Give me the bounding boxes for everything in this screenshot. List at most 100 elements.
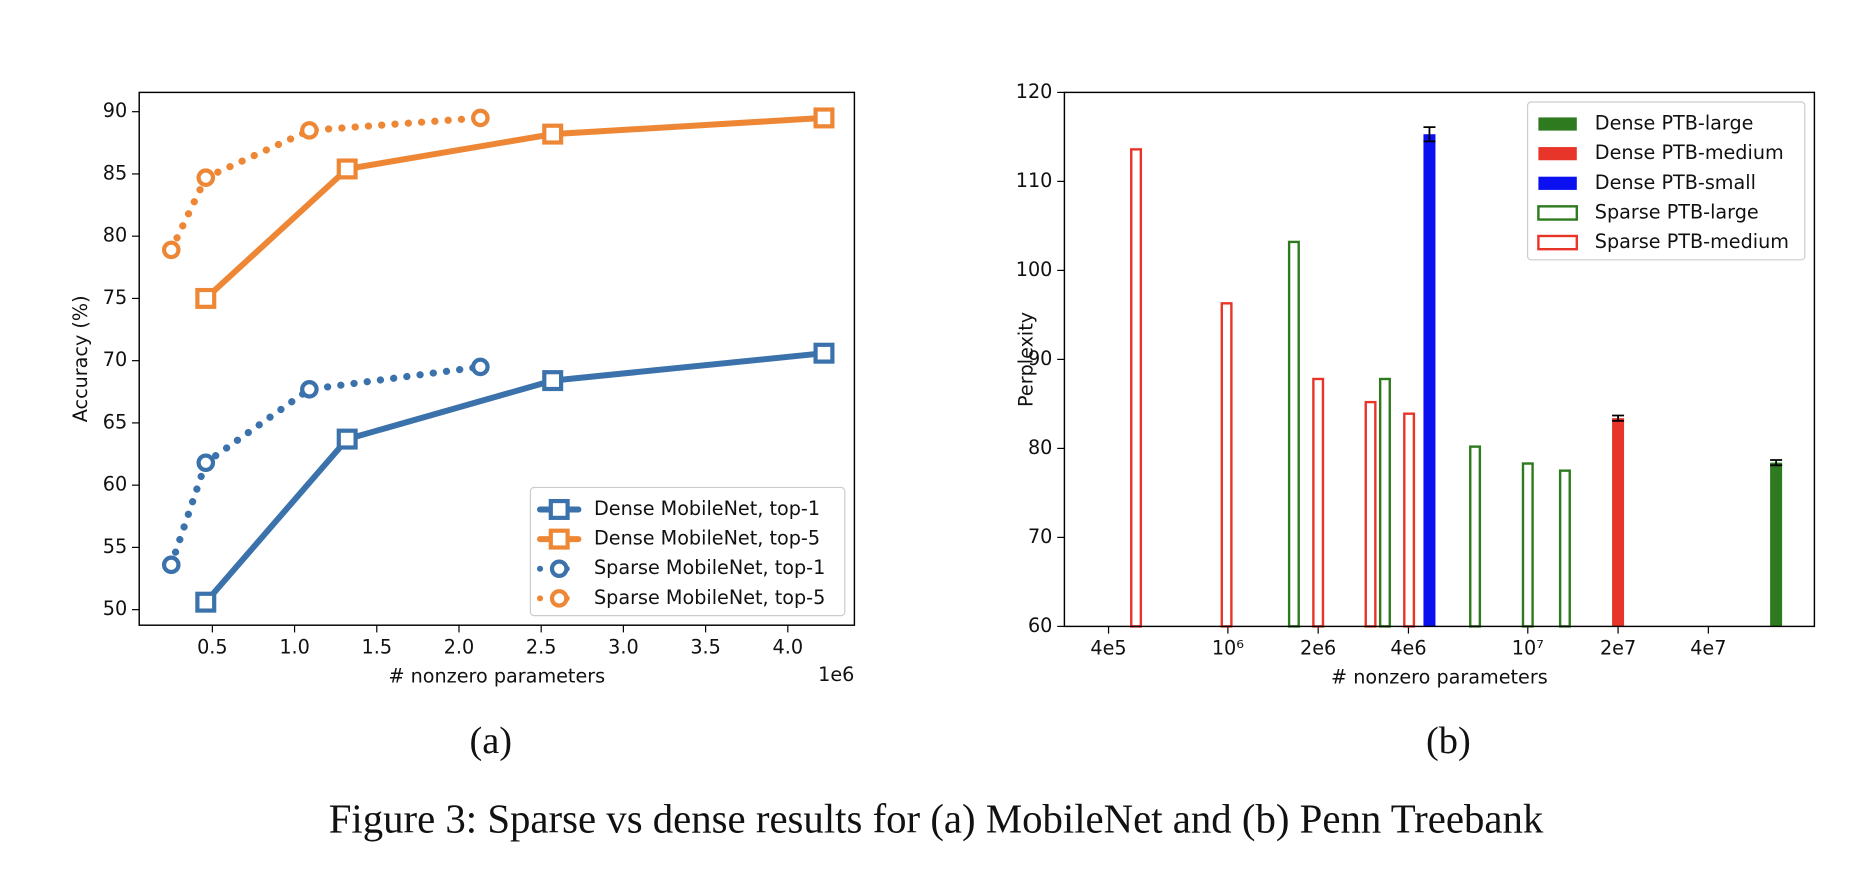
y-tick-label: 110 <box>1016 169 1053 192</box>
x-tick-label: 4e6 <box>1390 637 1426 660</box>
bar <box>1612 418 1625 627</box>
legend-label: Dense MobileNet, top-5 <box>594 527 820 550</box>
legend-box <box>1527 101 1806 261</box>
x-tick-label: 2e6 <box>1300 637 1336 660</box>
y-tick-label: 90 <box>1028 347 1052 370</box>
x-tick-label: 2.0 <box>444 636 475 659</box>
y-tick-label: 80 <box>103 224 127 247</box>
y-tick-label: 60 <box>1028 614 1052 637</box>
marker <box>471 108 490 128</box>
marker <box>196 168 216 187</box>
legend-swatch <box>1537 205 1578 221</box>
bar <box>1312 377 1325 628</box>
chart: 50 55 60 65 70 75 80 85 90 0.5 1.0 1.5 2.0 2.5 3.0 3.5 4… <box>69 91 856 762</box>
bar <box>1220 302 1233 628</box>
x-tick-label: 10⁶ <box>1212 637 1244 660</box>
x-tick-label: 2e7 <box>1600 637 1636 660</box>
bar <box>1770 462 1783 627</box>
y-tick-label: 65 <box>103 410 127 433</box>
marker <box>161 555 181 575</box>
bar <box>1521 462 1534 628</box>
x-tick-label: 3.0 <box>608 636 639 659</box>
legend-swatch <box>1538 176 1577 190</box>
legend-label: Dense MobileNet, top-1 <box>594 497 820 520</box>
marker <box>161 240 181 260</box>
legend-label: Dense PTB-large <box>1595 112 1754 135</box>
error-bar <box>1770 459 1783 467</box>
legend-label: Sparse PTB-medium <box>1595 230 1789 253</box>
y-tick-label: 50 <box>103 597 127 620</box>
subcaption: (a) <box>469 720 512 762</box>
x-tick-label: 1.0 <box>279 636 310 659</box>
subcaption: (b) <box>1426 720 1471 762</box>
y-tick-label: 55 <box>103 535 127 558</box>
legend-label: Dense PTB-medium <box>1595 141 1784 164</box>
x-offset-label: 1e6 <box>818 663 854 686</box>
x-axis-label: # nonzero parameters <box>1331 666 1548 689</box>
marker <box>548 528 570 550</box>
y-tick-label: 75 <box>103 286 127 309</box>
x-tick-label: 3.5 <box>690 636 721 659</box>
y-tick-label: 70 <box>103 348 127 371</box>
y-axis-label: Perplexity <box>1015 312 1038 407</box>
y-tick-label: 85 <box>103 161 127 184</box>
bar <box>1364 400 1377 628</box>
line <box>202 114 827 302</box>
legend-swatch <box>1538 117 1577 131</box>
x-tick-label: 1.5 <box>362 636 393 659</box>
x-tick-label: 4e7 <box>1690 637 1726 660</box>
x-tick-label: 4.0 <box>773 636 804 659</box>
x-tick-label: 0.5 <box>197 636 228 659</box>
plot-frame <box>138 91 856 626</box>
plot-frame <box>1063 91 1816 628</box>
x-tick-label: 4e5 <box>1090 637 1126 660</box>
marker <box>195 287 217 309</box>
bar <box>1403 412 1416 628</box>
y-tick-label: 60 <box>103 473 127 496</box>
x-tick-label: 2.5 <box>526 636 557 659</box>
line <box>167 114 484 254</box>
y-tick-label: 80 <box>1028 436 1052 459</box>
marker <box>542 370 564 392</box>
marker <box>336 428 358 450</box>
legend-label: Sparse MobileNet, top-1 <box>594 556 825 579</box>
bar <box>1130 148 1143 628</box>
marker <box>813 342 835 364</box>
marker <box>813 107 835 129</box>
legend-label: Dense PTB-small <box>1595 171 1756 194</box>
legend-label: Sparse MobileNet, top-5 <box>594 586 825 609</box>
marker <box>300 121 319 140</box>
error-bar <box>1423 126 1436 143</box>
marker <box>195 591 217 613</box>
y-tick-label: 70 <box>1028 525 1052 548</box>
bar <box>1378 377 1391 628</box>
bar <box>1558 469 1571 628</box>
legend-label: Sparse PTB-large <box>1595 200 1759 223</box>
marker <box>549 589 569 608</box>
line <box>167 363 484 569</box>
marker <box>300 380 319 399</box>
bar <box>1287 240 1300 628</box>
marker <box>471 357 490 377</box>
y-tick-label: 90 <box>103 99 127 122</box>
legend-box <box>529 486 846 617</box>
y-axis-label: Accuracy (%) <box>69 295 92 422</box>
marker <box>548 498 570 520</box>
y-tick-label: 100 <box>1016 258 1053 281</box>
bar <box>1423 134 1436 627</box>
legend-swatch <box>1538 147 1577 161</box>
marker <box>196 453 216 473</box>
bar <box>1469 445 1482 628</box>
x-tick-label: 10⁷ <box>1512 637 1544 660</box>
marker <box>549 559 569 579</box>
y-tick-label: 120 <box>1016 80 1053 103</box>
figure-caption: Figure 3: Sparse vs dense results for (a… <box>329 797 1544 842</box>
error-bar <box>1612 414 1625 422</box>
legend-swatch <box>1537 234 1578 251</box>
x-axis-label: # nonzero parameters <box>388 664 605 687</box>
marker <box>542 123 564 145</box>
line <box>202 350 827 606</box>
chart: 60 70 80 90 100 110 120 4e5 10⁶ 2e6 4e6 10⁷ 2e7 4e7 # … <box>1015 80 1816 762</box>
marker <box>336 158 358 180</box>
